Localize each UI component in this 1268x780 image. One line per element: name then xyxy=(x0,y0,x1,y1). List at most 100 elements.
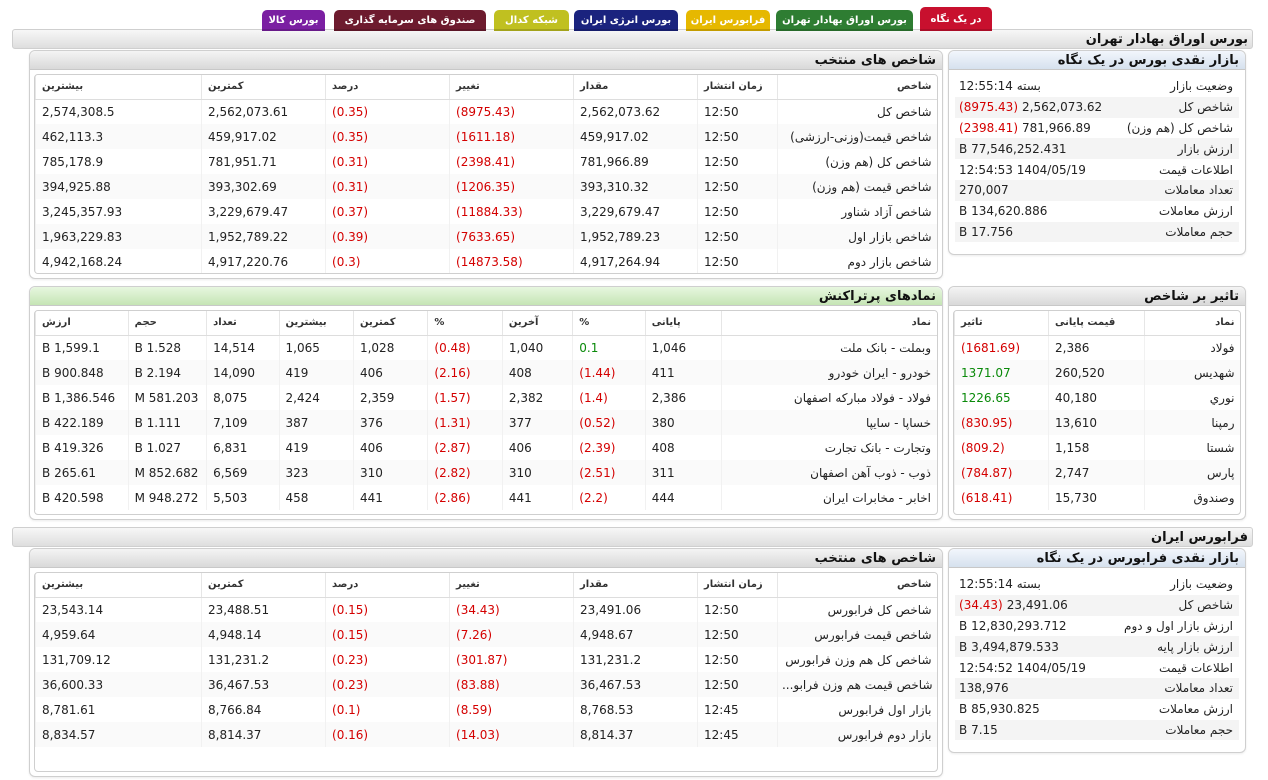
table-row[interactable]: فولاد 2,386 (1681.69) xyxy=(954,335,1240,360)
tab-3[interactable]: بورس انرژی ایران xyxy=(574,10,678,31)
table-cell: (0.37) xyxy=(325,199,450,224)
table-row[interactable]: فولاد - فولاد مبارکه اصفهان 2,386 (1.4) 2,3… xyxy=(35,385,937,410)
column-header[interactable]: تغییر xyxy=(449,75,574,100)
overview-label: ارزش معاملات xyxy=(1158,702,1233,717)
table-cell: 1.027 B xyxy=(127,435,207,460)
column-header[interactable]: ارزش xyxy=(35,311,129,336)
table-cell: 4,942,168.24 xyxy=(35,249,202,273)
table-row[interactable]: شهديس 260,520 1371.07 xyxy=(954,360,1240,385)
column-header[interactable]: بیشترین xyxy=(35,75,202,100)
table-cell: (809.2) xyxy=(954,435,1049,460)
overview-value: بسته 12:55:14 xyxy=(959,79,1041,94)
table-cell: (1.31) xyxy=(427,410,503,435)
table-row[interactable]: خودرو - ایران خودرو 411 (1.44) 408 (2.16) 406… xyxy=(35,360,937,385)
column-header[interactable]: آخرین xyxy=(501,311,573,336)
column-header[interactable]: شاخص xyxy=(777,75,937,100)
table-row[interactable]: بازار دوم فرابورس 12:45 8,814.37 (14.03) (0.… xyxy=(35,722,937,747)
column-header[interactable]: % xyxy=(427,311,503,336)
table-row[interactable]: پارس 2,747 (784.87) xyxy=(954,460,1240,485)
table-cell: 36,467.53 xyxy=(573,672,698,697)
overview-value-cell: 1404/05/19 12:54:52 xyxy=(955,657,1113,678)
column-header[interactable]: تعداد xyxy=(206,311,280,336)
column-header[interactable]: نماد xyxy=(1144,311,1240,336)
column-header[interactable]: کمترین xyxy=(352,311,428,336)
column-header[interactable]: نماد xyxy=(721,311,937,336)
overview-label: شاخص کل xyxy=(1113,594,1239,616)
table-cell: 1,028 xyxy=(352,335,428,360)
table-cell: (301.87) xyxy=(449,647,574,672)
overview-value: 12,830,293.712 B xyxy=(959,618,1067,633)
table-cell: شاخص آزاد شناور xyxy=(777,199,937,224)
table-cell: بازار دوم فرابورس xyxy=(777,722,937,747)
column-header[interactable]: درصد xyxy=(325,75,450,100)
column-header[interactable]: کمترین xyxy=(201,75,326,100)
table-row[interactable]: شاخص کل 12:50 2,562,073.62 (8975.43) (0.35) 2… xyxy=(35,99,937,124)
table-row[interactable]: شاخص بازار دوم 12:50 4,917,264.94 (14873.58… xyxy=(35,249,937,273)
table-row[interactable]: شاخص قیمت (هم وزن) 12:50 393,310.32 (1206.3… xyxy=(35,174,937,199)
table-row[interactable]: شاخص قیمت هم وزن فرابو... 12:50 36,467.53(… xyxy=(35,672,937,697)
overview-value: 3,494,879.533 B xyxy=(959,639,1059,654)
table-row[interactable]: ذوب - ذوب آهن اصفهان 311 (2.51) 310 (2.82) 31… xyxy=(35,460,937,485)
column-header[interactable]: درصد xyxy=(325,573,450,598)
column-header[interactable]: شاخص xyxy=(777,573,937,598)
table-cell: (83.88) xyxy=(449,672,574,697)
overview-row: شاخص کل 2,562,073.62 (8975.43) xyxy=(955,96,1239,118)
table-row[interactable]: شاخص بازار اول 12:50 1,952,789.23 (7633.65)… xyxy=(35,224,937,249)
column-header[interactable]: مقدار xyxy=(573,75,698,100)
table-cell: 377 xyxy=(501,410,573,435)
column-header[interactable]: بیشترین xyxy=(35,573,202,598)
column-header-label: کمترین xyxy=(208,579,244,591)
table-row[interactable]: شاخص قیمت(وزنی-ارزشی) 12:50 459,917.02 (161… xyxy=(35,124,937,149)
tab-1[interactable]: بورس اوراق بهادار تهران xyxy=(776,10,913,31)
overview-change: (34.43) xyxy=(959,598,1003,613)
table-row[interactable]: شاخص قیمت فرابورس 12:50 4,948.67 (7.26) (0.1… xyxy=(35,622,937,647)
tab-6[interactable]: بورس کالا xyxy=(262,10,325,31)
table-cell: 12:45 xyxy=(697,722,778,747)
table-row[interactable]: وصندوق 15,730 (618.41) xyxy=(954,485,1240,510)
table-cell: 1226.65 xyxy=(954,385,1049,410)
column-header-label: زمان انتشار xyxy=(704,579,763,591)
table-row[interactable]: وتجارت - بانک تجارت 408 (2.39) 406 (2.87) 406… xyxy=(35,435,937,460)
table-row[interactable]: نوري 40,180 1226.65 xyxy=(954,385,1240,410)
overview-value-cell: 138,976 xyxy=(955,677,1113,699)
table-row[interactable]: شاخص کل (هم وزن) 12:50 781,966.89 (2398.41)… xyxy=(35,149,937,174)
table-row[interactable]: خساپا - سایپا 380 (0.52) 377 (1.31) 376 387 7,1… xyxy=(35,410,937,435)
tab-2[interactable]: فرابورس ایران xyxy=(686,10,770,31)
table-cell: 1,386.546 B xyxy=(35,385,129,410)
overview-row: تعداد معاملات 270,007 xyxy=(955,179,1239,201)
overview-value: 138,976 xyxy=(959,681,1009,696)
table-row[interactable]: شاخص کل هم وزن فرابورس 12:50 131,231.2 (301… xyxy=(35,647,937,672)
column-header[interactable]: کمترین xyxy=(201,573,326,598)
column-header[interactable]: حجم xyxy=(127,311,207,336)
ifb-overview-table: وضعیت بازار بسته 12:55:14 شاخص کل 23,491.06… xyxy=(955,574,1239,741)
table-row[interactable]: اخابر - مخابرات ایران 444 (2.2) 441 (2.86) 44… xyxy=(35,485,937,510)
table-cell: 12:50 xyxy=(697,672,778,697)
table-row[interactable]: شاخص کل فرابورس 12:50 23,491.06 (34.43) (0.1… xyxy=(35,597,937,622)
tab-5[interactable]: صندوق های سرمایه گذاری xyxy=(334,10,486,31)
table-cell: 3,229,679.47 xyxy=(201,199,326,224)
column-header[interactable]: زمان انتشار xyxy=(697,75,778,100)
overview-value-cell: 12,830,293.712 B xyxy=(955,616,1113,637)
overview-value-cell: 17.756 B xyxy=(955,221,1113,243)
column-header[interactable]: پایانی xyxy=(644,311,722,336)
table-cell: 393,310.32 xyxy=(573,174,698,199)
table-row[interactable]: شاخص آزاد شناور 12:50 3,229,679.47 (11884.3… xyxy=(35,199,937,224)
column-header[interactable]: تاثیر xyxy=(954,311,1049,336)
tab-4[interactable]: شبکه کدال xyxy=(494,10,569,31)
column-header[interactable]: تغییر xyxy=(449,573,574,598)
table-cell: 3,229,679.47 xyxy=(573,199,698,224)
table-row[interactable]: بازار اول فرابورس 12:45 8,768.53 (8.59) (0.1… xyxy=(35,697,937,722)
table-cell: 1,040 xyxy=(501,335,573,360)
table-row[interactable]: وبملت - بانک ملت 1,046 0.1 1,040 (0.48) 1,028… xyxy=(35,335,937,360)
column-header[interactable]: زمان انتشار xyxy=(697,573,778,598)
column-header[interactable]: مقدار xyxy=(573,573,698,598)
tab-0[interactable]: در یک نگاه xyxy=(920,7,992,31)
table-row[interactable]: شستا 1,158 (809.2) xyxy=(954,435,1240,460)
column-header[interactable]: بیشترین xyxy=(278,311,354,336)
column-header[interactable]: قیمت پایانی xyxy=(1048,311,1145,336)
table-cell: شاخص کل هم وزن فرابورس xyxy=(777,647,937,672)
table-cell: 311 xyxy=(644,460,722,485)
table-cell: 12:50 xyxy=(697,249,778,273)
table-row[interactable]: رمپنا 13,610 (830.95) xyxy=(954,410,1240,435)
column-header[interactable]: % xyxy=(572,311,646,336)
